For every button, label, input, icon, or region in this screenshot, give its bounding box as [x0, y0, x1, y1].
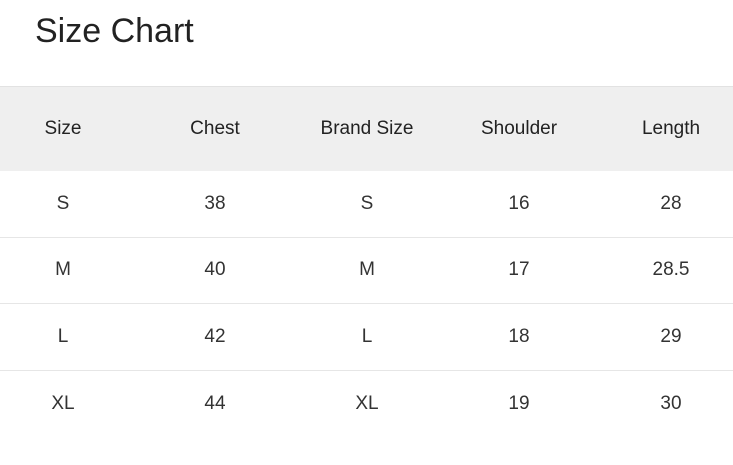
table-row: XL 44 XL 19 30 — [0, 370, 733, 437]
cell-shoulder: 19 — [508, 392, 530, 414]
cell-brand-size: XL — [355, 392, 379, 414]
cell-length: 28 — [660, 192, 682, 214]
header-brand-size: Brand Size — [320, 117, 414, 139]
size-chart-table: Size Chest Brand Size Shoulder Length S … — [0, 86, 733, 437]
cell-size: M — [55, 259, 71, 281]
cell-size: XL — [51, 392, 75, 414]
cell-chest: 38 — [204, 192, 226, 214]
cell-chest: 40 — [204, 259, 226, 281]
cell-length: 29 — [660, 325, 682, 347]
table-row: S 38 S 16 28 — [0, 171, 733, 237]
header-chest: Chest — [190, 117, 240, 139]
table-header-row: Size Chest Brand Size Shoulder Length — [0, 86, 733, 171]
cell-chest: 42 — [204, 325, 226, 347]
cell-size: L — [57, 325, 69, 347]
header-length: Length — [641, 117, 701, 139]
header-shoulder: Shoulder — [480, 117, 558, 139]
table-row: L 42 L 18 29 — [0, 304, 733, 370]
header-size: Size — [44, 117, 82, 139]
cell-length: 28.5 — [652, 259, 690, 281]
cell-brand-size: S — [360, 192, 374, 214]
cell-brand-size: M — [359, 259, 375, 281]
cell-brand-size: L — [361, 325, 373, 347]
table-row: M 40 M 17 28.5 — [0, 237, 733, 304]
cell-shoulder: 17 — [508, 259, 530, 281]
cell-shoulder: 16 — [508, 192, 530, 214]
cell-size: S — [56, 192, 70, 214]
cell-chest: 44 — [204, 392, 226, 414]
cell-length: 30 — [660, 392, 682, 414]
cell-shoulder: 18 — [508, 325, 530, 347]
page-title: Size Chart — [35, 12, 194, 50]
